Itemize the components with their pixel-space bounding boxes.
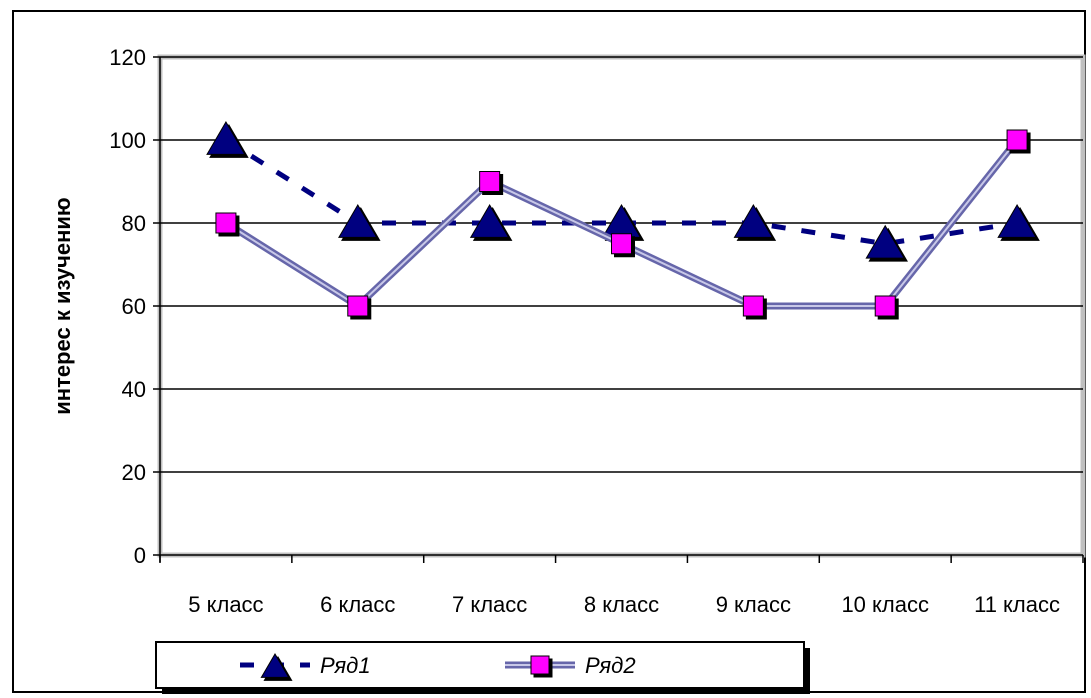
- x-tick-label: 8 класс: [584, 592, 659, 617]
- gridlines: [160, 56, 1083, 473]
- x-tick-label: 7 класс: [452, 592, 527, 617]
- y-tick-label: 0: [134, 543, 146, 568]
- data-point-triangle: [733, 204, 774, 238]
- y-tick-label: 100: [109, 128, 146, 153]
- y-axis-title: интерес к изучению: [50, 197, 75, 414]
- legend-marker-triangle: [260, 653, 290, 678]
- data-point-square: [611, 233, 632, 255]
- x-tick-label: 10 класс: [841, 592, 929, 617]
- data-point-triangle: [206, 121, 246, 155]
- y-tick-label: 40: [122, 377, 146, 402]
- data-point-triangle: [338, 204, 378, 238]
- y-tick-label: 20: [122, 460, 146, 485]
- data-point-square: [479, 171, 501, 192]
- y-tick-labels: 0 20 40 60 80 100 120: [109, 45, 146, 568]
- data-point-square: [874, 295, 896, 317]
- x-tick-label: 6 класс: [320, 592, 395, 617]
- legend: Ряд1 Ряд2: [155, 641, 810, 694]
- legend-label: Ряд2: [585, 653, 636, 678]
- series-2: [215, 129, 1028, 317]
- data-point-square: [742, 295, 764, 317]
- legend-label: Ряд1: [320, 653, 371, 678]
- data-point-triangle: [469, 204, 510, 238]
- data-point-triangle: [997, 204, 1037, 238]
- series-1: [206, 121, 1037, 259]
- legend-marker-square: [530, 655, 550, 675]
- x-tick-labels: 5 класс 6 класс 7 класс 8 класс 9 класс 10 кл…: [188, 592, 1060, 617]
- x-tick-label: 11 класс: [974, 592, 1060, 617]
- y-tick-label: 120: [109, 45, 146, 70]
- data-point-square: [347, 295, 369, 317]
- data-point-square: [1006, 129, 1028, 151]
- data-point-triangle: [865, 224, 905, 259]
- y-tick-label: 60: [122, 294, 146, 319]
- axes: [153, 56, 1084, 563]
- legend-box: [155, 641, 805, 689]
- x-tick-label: 5 класс: [188, 592, 263, 617]
- data-point-square: [215, 212, 237, 234]
- x-tick-label: 9 класс: [716, 592, 791, 617]
- y-tick-label: 80: [122, 211, 146, 236]
- series-layer: [206, 121, 1037, 317]
